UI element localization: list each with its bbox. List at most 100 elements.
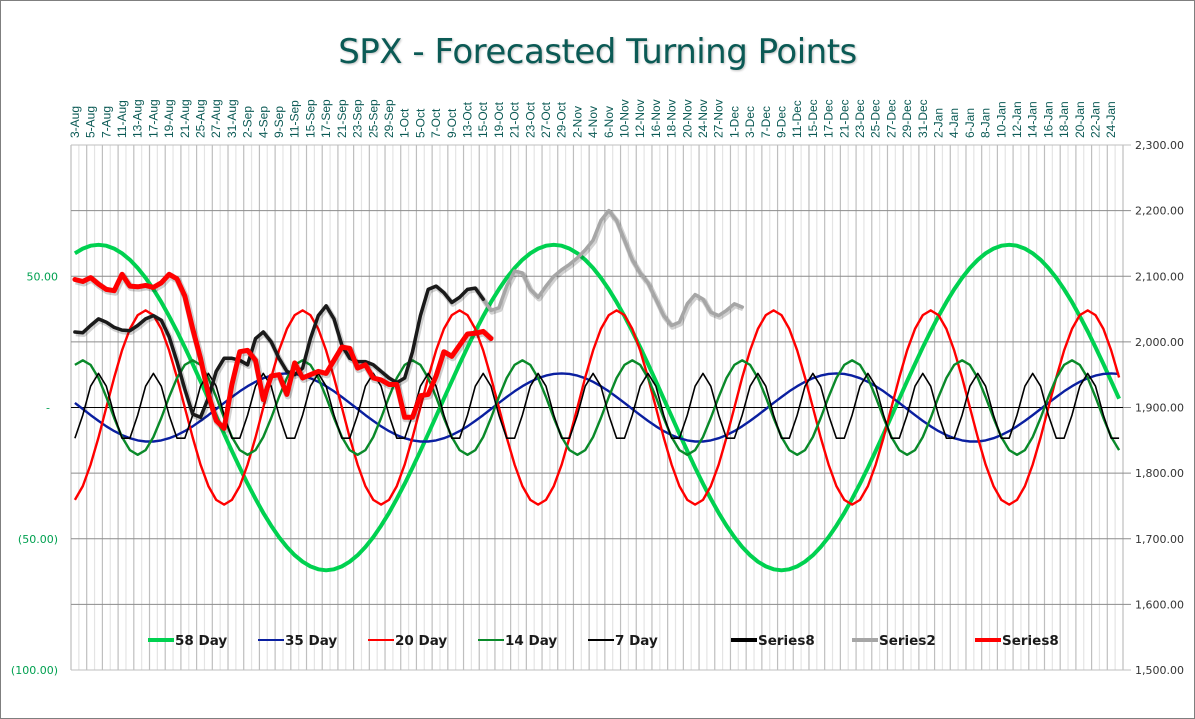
- x-tick-label: 29-Oct: [555, 101, 569, 138]
- x-tick-label: 27-Dec: [884, 99, 898, 138]
- x-tick-label: 11-Dec: [790, 100, 804, 138]
- x-axis-tick-labels: 3-Aug 5-Aug 7-Aug 11-Aug 13-Aug 17-Aug 19-Aug 2…: [68, 99, 1118, 138]
- legend-label: 14 Day: [505, 633, 557, 649]
- cycle-line-7-day: [74, 372, 1120, 440]
- x-tick-label: 9-Dec: [774, 106, 788, 138]
- cycle-line-58-day: [73, 242, 1121, 573]
- right-axis-tick-label: 1,500.00: [1135, 664, 1184, 677]
- price-line-series2-2: [481, 208, 744, 328]
- cycle-line-14-day: [74, 359, 1121, 456]
- x-tick-label: 23-Sep: [351, 99, 365, 138]
- x-tick-label: 25-Sep: [366, 99, 380, 138]
- x-tick-label: 19-Aug: [162, 99, 176, 138]
- x-tick-label: 24-Jan: [1104, 101, 1118, 138]
- x-tick-label: 7-Dec: [759, 106, 773, 138]
- right-axis-tick-label: 2,300.00: [1135, 139, 1184, 152]
- x-tick-label: 2-Sep: [241, 106, 255, 138]
- left-axis-tick-label: 50.00: [27, 270, 59, 283]
- x-tick-label: 2-Jan: [932, 108, 946, 138]
- x-tick-label: 21-Aug: [178, 99, 192, 138]
- legend-label: Series8: [758, 633, 815, 649]
- x-tick-label: 24-Nov: [696, 99, 710, 138]
- right-axis-tick-label: 1,900.00: [1135, 402, 1184, 415]
- right-axis-tick-label: 2,000.00: [1135, 336, 1184, 349]
- right-axis-tick-label: 1,600.00: [1135, 598, 1184, 611]
- x-tick-label: 12-Nov: [633, 99, 647, 138]
- x-tick-label: 29-Sep: [382, 99, 396, 138]
- x-tick-label: 4-Nov: [586, 106, 600, 138]
- right-axis-tick-label: 2,200.00: [1135, 205, 1184, 218]
- x-tick-label: 11-Sep: [288, 100, 302, 138]
- x-tick-label: 23-Dec: [853, 99, 867, 138]
- x-tick-label: 8-Jan: [979, 108, 993, 138]
- x-tick-label: 13-Aug: [131, 99, 145, 138]
- cycle-series: [73, 242, 1121, 573]
- x-tick-label: 1-Oct: [398, 108, 412, 138]
- x-tick-label: 27-Nov: [712, 99, 726, 138]
- legend-label: Series8: [1002, 633, 1059, 649]
- x-tick-label: 18-Nov: [665, 99, 679, 138]
- x-tick-label: 22-Jan: [1089, 101, 1103, 138]
- x-tick-label: 4-Sep: [256, 106, 270, 138]
- x-tick-label: 27-Oct: [539, 101, 553, 138]
- legend-label: 7 Day: [615, 633, 658, 649]
- legend: 58 Day 35 Day 20 Day 14 Day 7 Day Series8 Seri…: [148, 633, 1059, 649]
- x-tick-label: 17-Aug: [146, 99, 160, 138]
- x-tick-label: 21-Oct: [508, 101, 522, 138]
- x-tick-label: 31-Aug: [225, 99, 239, 138]
- x-tick-label: 31-Dec: [916, 99, 930, 138]
- x-tick-label: 10-Jan: [994, 101, 1008, 138]
- x-tick-label: 5-Aug: [84, 106, 98, 138]
- left-axis-tick-labels: (100.00) (50.00) - 50.00: [11, 270, 58, 677]
- x-tick-label: 20-Jan: [1073, 101, 1087, 138]
- x-tick-label: 2-Nov: [570, 106, 584, 138]
- x-tick-label: 17-Dec: [822, 99, 836, 138]
- x-tick-label: 9-Oct: [445, 108, 459, 138]
- x-tick-label: 6-Nov: [602, 106, 616, 138]
- x-tick-label: 5-Oct: [413, 108, 427, 138]
- x-tick-label: 15-Dec: [806, 99, 820, 138]
- cycle-line-20-day: [73, 309, 1121, 506]
- x-tick-label: 11-Aug: [115, 100, 129, 138]
- right-axis-tick-label: 1,700.00: [1135, 533, 1184, 546]
- right-axis-tick-label: 2,100.00: [1135, 270, 1184, 283]
- legend-label: 58 Day: [175, 633, 227, 649]
- x-tick-label: 20-Nov: [680, 99, 694, 138]
- price-series: [72, 208, 745, 434]
- x-tick-label: 16-Jan: [1041, 101, 1055, 138]
- x-tick-label: 18-Jan: [1057, 101, 1071, 138]
- x-tick-label: 27-Aug: [209, 99, 223, 138]
- price-line-series8-0: [72, 271, 494, 431]
- x-tick-label: 25-Aug: [194, 99, 208, 138]
- left-axis-tick-label: -: [46, 402, 50, 415]
- chart-title: SPX - Forecasted Turning Points: [338, 32, 857, 72]
- x-tick-label: 29-Dec: [900, 99, 914, 138]
- x-tick-label: 21-Dec: [837, 99, 851, 138]
- left-axis-tick-label: (100.00): [11, 664, 58, 677]
- x-tick-label: 7-Aug: [99, 106, 113, 138]
- x-tick-label: 9-Sep: [272, 106, 286, 138]
- legend-label: 35 Day: [285, 633, 337, 649]
- right-axis-tick-label: 1,800.00: [1135, 467, 1184, 480]
- x-tick-label: 16-Nov: [649, 99, 663, 138]
- x-tick-label: 3-Dec: [743, 106, 757, 138]
- x-tick-label: 10-Nov: [617, 99, 631, 138]
- x-tick-label: 25-Dec: [869, 99, 883, 138]
- horizontal-gridlines: [71, 144, 1131, 671]
- price-line-shadow: [481, 209, 745, 330]
- x-tick-label: 13-Oct: [460, 101, 474, 138]
- x-tick-label: 4-Jan: [947, 108, 961, 138]
- x-tick-label: 17-Sep: [319, 99, 333, 138]
- left-axis-tick-label: (50.00): [18, 533, 58, 546]
- x-tick-label: 15-Sep: [303, 99, 317, 138]
- x-tick-label: 14-Jan: [1026, 101, 1040, 138]
- x-tick-label: 1-Dec: [727, 106, 741, 138]
- x-tick-label: 3-Aug: [68, 106, 82, 138]
- x-tick-label: 19-Oct: [492, 101, 506, 138]
- x-tick-label: 7-Oct: [429, 108, 443, 138]
- x-tick-label: 23-Oct: [523, 101, 537, 138]
- legend-label: Series2: [879, 633, 936, 649]
- x-tick-label: 12-Jan: [1010, 101, 1024, 138]
- x-tick-label: 6-Jan: [963, 108, 977, 138]
